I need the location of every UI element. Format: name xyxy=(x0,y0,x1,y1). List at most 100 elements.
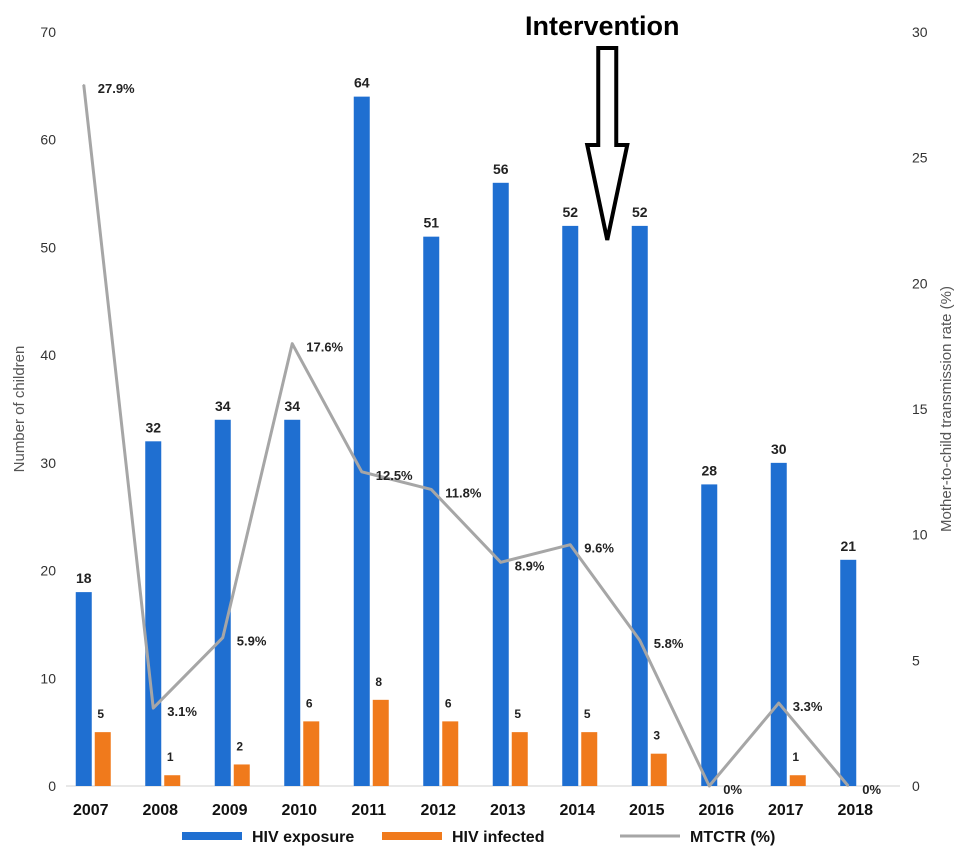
y2-tick-label: 0 xyxy=(912,778,920,794)
mtctr-label: 12.5% xyxy=(376,468,413,483)
bar-label-hiv-exposure: 52 xyxy=(562,204,578,220)
bar-hiv-exposure xyxy=(492,182,509,787)
data-labels: 18 5 32 1 34 2 34 6 64 8 51 6 56 5 52 5 52 3 28 30 1 21 27.9% 3… xyxy=(76,75,882,797)
bar-label-hiv-infected: 6 xyxy=(306,696,313,710)
y-tick-label: 70 xyxy=(40,24,56,40)
y2-tick-label: 25 xyxy=(912,150,928,166)
mtctr-line-series xyxy=(82,83,850,788)
bar-label-hiv-exposure: 52 xyxy=(632,204,648,220)
bar-label-hiv-exposure: 18 xyxy=(76,570,92,586)
intervention-label: Intervention xyxy=(525,11,680,41)
x-tick-label: 2007 xyxy=(73,802,109,819)
y-tick-label: 50 xyxy=(40,239,56,255)
mtctr-label: 27.9% xyxy=(98,81,135,96)
legend-label: HIV exposure xyxy=(252,829,354,846)
bar-label-hiv-infected: 1 xyxy=(167,750,174,764)
bar-hiv-exposure xyxy=(145,441,162,786)
bar-label-hiv-infected: 1 xyxy=(792,750,799,764)
bar-hiv-exposure xyxy=(284,419,301,786)
y2-tick-label: 10 xyxy=(912,527,928,543)
mtctr-label: 5.9% xyxy=(237,634,267,649)
bar-hiv-infected xyxy=(650,753,667,786)
bar-label-hiv-infected: 8 xyxy=(375,675,382,689)
x-axis-ticks: 2007 2008 2009 2010 2011 2012 2013 2014 2015 2016… xyxy=(73,802,873,819)
y2-tick-label: 20 xyxy=(912,275,928,291)
bar-hiv-infected xyxy=(511,732,528,786)
bar-hiv-exposure xyxy=(770,462,787,786)
bar-label-hiv-exposure: 34 xyxy=(284,398,300,414)
bar-label-hiv-infected: 6 xyxy=(445,696,452,710)
mtctr-label: 5.8% xyxy=(654,636,684,651)
bar-label-hiv-infected: 5 xyxy=(584,707,591,721)
legend-swatch xyxy=(182,832,242,840)
legend-item: HIV exposure xyxy=(182,829,354,846)
left-axis-ticks: 0 10 20 30 40 50 60 70 xyxy=(40,24,56,794)
y-tick-label: 40 xyxy=(40,347,56,363)
bar-label-hiv-infected: 3 xyxy=(653,729,660,743)
x-tick-label: 2013 xyxy=(490,802,526,819)
bar-hiv-exposure xyxy=(423,236,440,786)
bar-label-hiv-exposure: 56 xyxy=(493,161,509,177)
legend-label: HIV infected xyxy=(452,829,544,846)
bar-hiv-infected xyxy=(303,721,320,786)
intervention-annotation: Intervention xyxy=(525,11,680,241)
mtctr-label: 0% xyxy=(862,782,881,797)
mtctr-point xyxy=(430,488,433,491)
legend-item: MTCTR (%) xyxy=(620,829,775,846)
bar-hiv-infected xyxy=(233,764,250,786)
bar-label-hiv-infected: 5 xyxy=(97,707,104,721)
bar-hiv-exposure xyxy=(75,592,92,786)
x-tick-label: 2010 xyxy=(281,802,317,819)
x-tick-label: 2008 xyxy=(142,802,178,819)
bar-hiv-infected xyxy=(164,775,181,786)
bar-label-hiv-exposure: 32 xyxy=(145,419,161,435)
mtctr-point xyxy=(638,639,641,642)
y2-axis-title: Mother-to-child transmission rate (%) xyxy=(938,286,955,532)
x-tick-label: 2011 xyxy=(351,802,386,819)
mtctr-label: 8.9% xyxy=(515,558,545,573)
mtctr-label: 9.6% xyxy=(584,541,614,556)
bar-label-hiv-exposure: 64 xyxy=(354,75,370,91)
y-tick-label: 0 xyxy=(48,778,56,794)
y2-tick-label: 5 xyxy=(912,652,920,668)
mtctr-point xyxy=(221,636,224,639)
mtctr-point xyxy=(499,561,502,564)
mtctr-point xyxy=(360,471,363,473)
bar-hiv-infected xyxy=(372,699,389,786)
bar-hiv-exposure xyxy=(562,225,579,786)
bar-hiv-exposure xyxy=(631,225,648,786)
y-tick-label: 30 xyxy=(40,455,56,471)
bar-label-hiv-infected: 5 xyxy=(514,707,521,721)
right-axis-ticks: 0 5 10 15 20 25 30 xyxy=(912,24,928,794)
bar-hiv-exposure xyxy=(353,96,370,787)
bar-label-hiv-exposure: 28 xyxy=(701,462,717,478)
intervention-arrow-icon xyxy=(584,46,630,241)
mtctr-point xyxy=(569,543,572,546)
bar-label-hiv-infected: 2 xyxy=(236,739,243,753)
bar-hiv-infected xyxy=(581,732,598,786)
legend-label: MTCTR (%) xyxy=(690,829,775,846)
bar-hiv-infected xyxy=(789,775,806,786)
x-tick-label: 2012 xyxy=(420,802,456,819)
mtctr-point xyxy=(152,707,155,709)
legend: HIV exposure HIV infected MTCTR (%) xyxy=(182,829,775,846)
mtctr-point xyxy=(82,83,85,86)
y-axis-title: Number of children xyxy=(11,346,28,473)
x-tick-label: 2014 xyxy=(559,802,595,819)
legend-swatch xyxy=(382,832,442,840)
bar-hiv-exposure xyxy=(214,419,231,786)
x-tick-label: 2017 xyxy=(768,802,804,819)
mtctr-point xyxy=(777,702,780,704)
y2-tick-label: 30 xyxy=(912,24,928,40)
x-tick-label: 2015 xyxy=(629,802,665,819)
y-tick-label: 10 xyxy=(40,670,56,686)
bar-label-hiv-exposure: 21 xyxy=(840,538,856,554)
mtctr-label: 3.1% xyxy=(167,704,197,719)
mtctr-point xyxy=(847,785,850,787)
mtctr-label: 17.6% xyxy=(306,340,343,355)
bar-label-hiv-exposure: 34 xyxy=(215,398,231,414)
y-tick-label: 60 xyxy=(40,132,56,148)
bars xyxy=(75,96,857,787)
bar-label-hiv-exposure: 51 xyxy=(423,215,439,231)
